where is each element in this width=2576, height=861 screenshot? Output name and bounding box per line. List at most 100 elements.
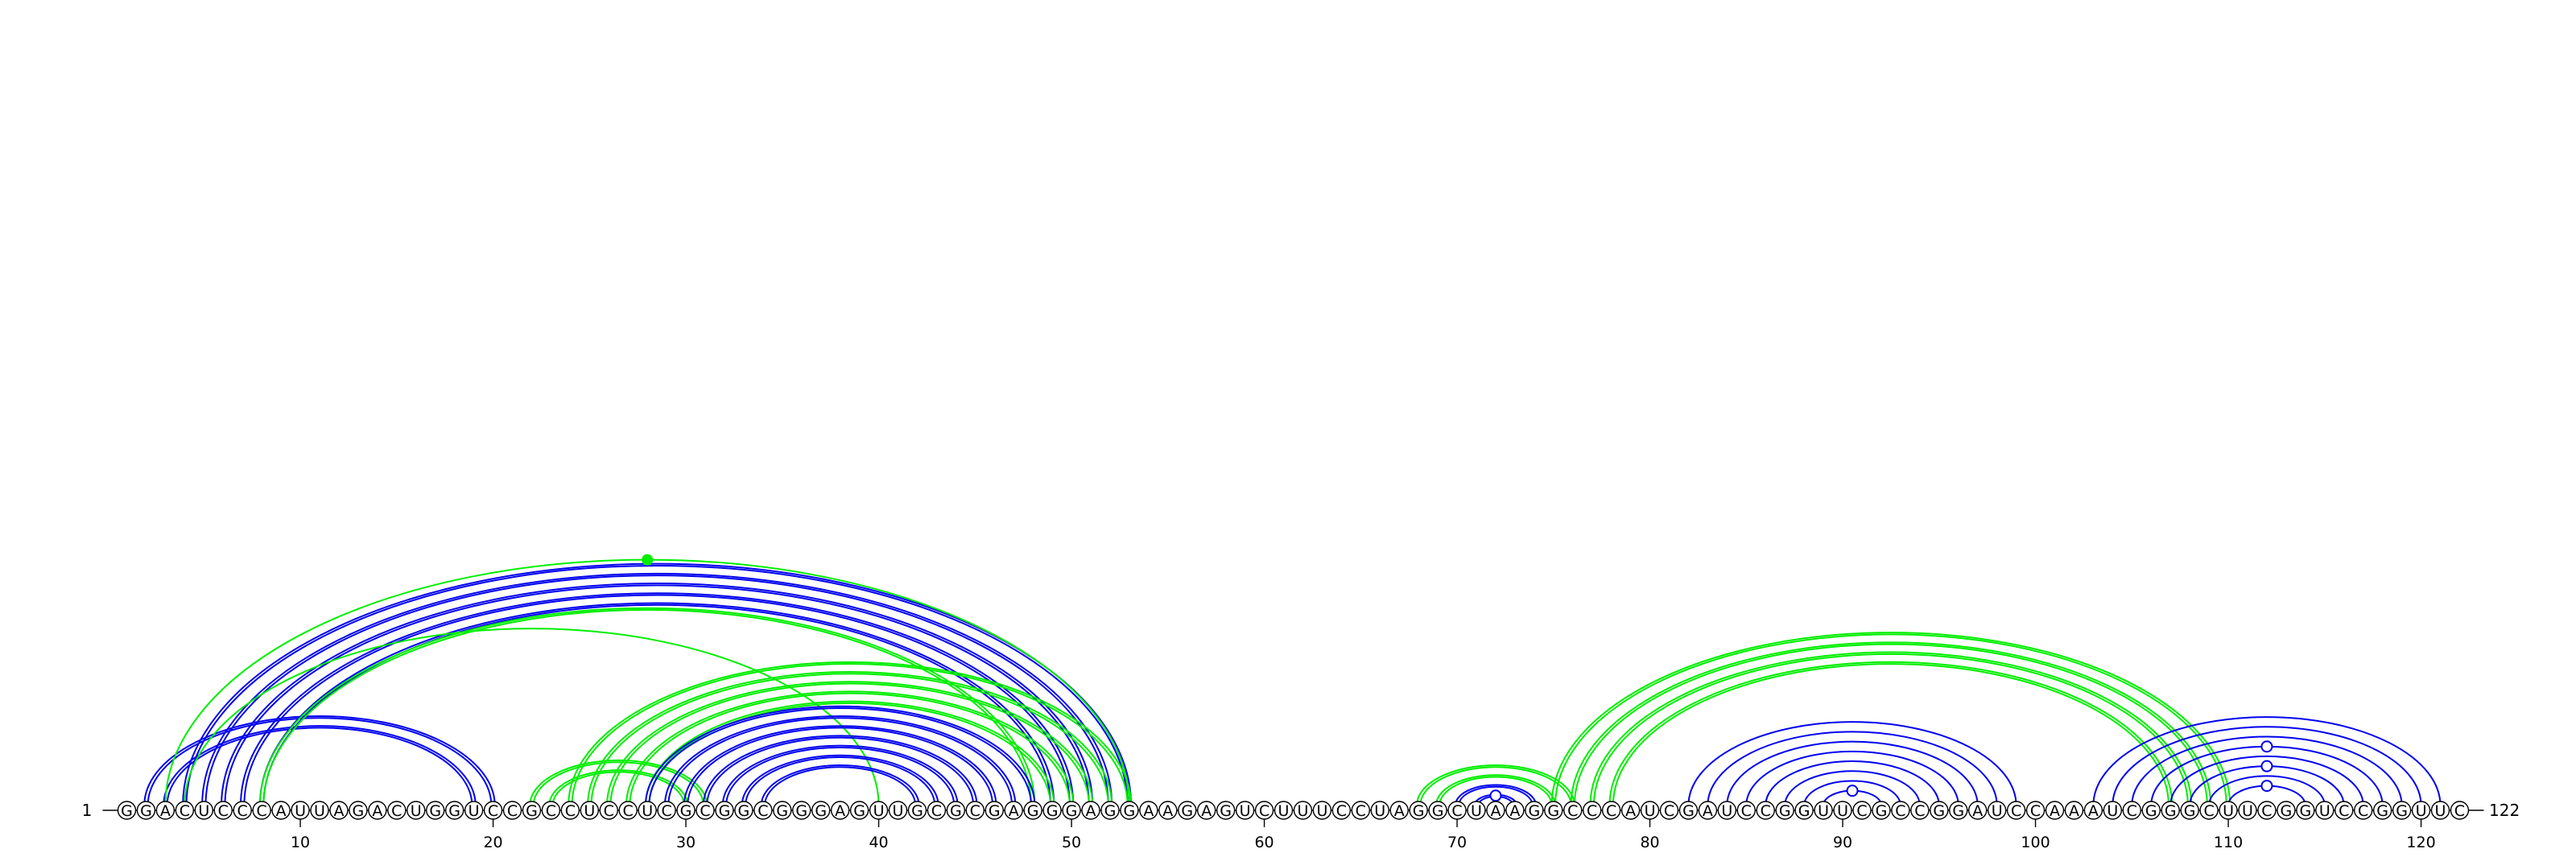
nucleotide-105: C: [2127, 802, 2137, 820]
arc-green-27-50-0: [625, 690, 1075, 806]
nucleotide-2-circle: [136, 801, 156, 820]
loop-dot-9-0: [1489, 789, 1502, 802]
nucleotide-67: A: [1394, 802, 1405, 820]
tick-label-100: 100: [2021, 834, 2050, 851]
nucleotide-31-circle: [696, 801, 715, 820]
nucleotide-23: C: [546, 802, 556, 820]
nucleotide-102: A: [2069, 802, 2079, 820]
arc-green-69-75-0: [1435, 774, 1556, 806]
nucleotide-10: U: [295, 802, 306, 820]
nucleotide-101: A: [2050, 802, 2060, 820]
nucleotide-71: U: [1471, 802, 1482, 820]
arc-green-68-76-0: [1415, 764, 1575, 806]
nucleotide-99-circle: [2006, 801, 2026, 820]
nucleotide-114: G: [2299, 802, 2311, 820]
arc-blue-4-53-1: [185, 564, 1129, 806]
nucleotide-54: A: [1143, 802, 1154, 820]
nucleotide-60: C: [1259, 802, 1269, 820]
nucleotide-70: C: [1451, 802, 1462, 820]
arc-green-23-30-1: [551, 771, 685, 806]
arc-blue-3-19-0: [163, 725, 477, 806]
nucleotide-98-circle: [1987, 801, 2007, 820]
nucleotide-26-circle: [599, 801, 618, 820]
nucleotide-83: A: [1703, 802, 1713, 820]
nucleotide-34: C: [758, 802, 768, 820]
nucleotide-113: G: [2281, 802, 2293, 820]
nucleotide-56: G: [1181, 802, 1193, 820]
nucleotide-51-circle: [1081, 801, 1100, 820]
tick-label-80: 80: [1640, 834, 1659, 851]
nucleotide-5-circle: [194, 801, 214, 820]
nucleotide-45: C: [970, 802, 980, 820]
arc-blue-107-117: [2169, 755, 2364, 806]
nucleotide-83-circle: [1698, 801, 1718, 820]
arc-blue-7-50-0: [240, 592, 1075, 806]
nucleotide-24: C: [565, 802, 576, 820]
arc-blue-85-96: [1745, 750, 1959, 806]
arc-blue-32-44-1: [725, 746, 956, 806]
nucleotide-9-circle: [271, 801, 291, 820]
nucleotide-92-circle: [1872, 801, 1891, 820]
nucleotide-109: C: [2203, 802, 2214, 820]
arc-blue-70-74-0: [1454, 784, 1538, 806]
nucleotide-68-circle: [1409, 801, 1428, 820]
nucleotide-53-circle: [1120, 801, 1139, 820]
start-label: 1: [82, 801, 93, 820]
nucleotide-67-circle: [1389, 801, 1409, 820]
nucleotide-14-circle: [368, 801, 387, 820]
nucleotide-78-circle: [1601, 801, 1621, 820]
nucleotide-120: U: [2416, 802, 2427, 820]
nucleotide-29-circle: [657, 801, 676, 820]
nucleotide-33: G: [738, 802, 750, 820]
arc-blue-5-52-0: [201, 572, 1113, 806]
nucleotide-22-circle: [522, 801, 542, 820]
arc-blue-32-44-0: [721, 744, 959, 806]
nucleotide-77-circle: [1582, 801, 1602, 820]
nucleotide-28-circle: [638, 801, 657, 820]
nucleotide-8-circle: [252, 801, 271, 820]
arc-green-77-108-0: [1589, 651, 2193, 806]
arc-green-8-48-0: [258, 607, 1036, 806]
nucleotide-42: G: [911, 802, 923, 820]
arc-green-75-110-0: [1550, 632, 2231, 806]
nucleotide-35: G: [776, 802, 788, 820]
nucleotide-24-circle: [560, 801, 580, 820]
nucleotide-109-circle: [2199, 801, 2219, 820]
nucleotide-37: G: [815, 802, 827, 820]
nucleotide-117: C: [2358, 802, 2368, 820]
nucleotide-73: A: [1509, 802, 1520, 820]
arc-green-22-31-0: [529, 759, 708, 806]
nucleotide-118-circle: [2372, 801, 2392, 820]
nucleotide-3-circle: [155, 801, 175, 820]
nucleotide-93-circle: [1891, 801, 1910, 820]
nucleotide-42-circle: [907, 801, 927, 820]
arc-blue-2-20-0: [143, 715, 496, 806]
nucleotide-53: G: [1124, 802, 1136, 820]
arc-blue-104-120: [2112, 726, 2422, 806]
arc-blue-28-48-1: [648, 707, 1032, 806]
nucleotide-6: C: [218, 802, 229, 820]
nucleotide-94: C: [1914, 802, 1925, 820]
nucleotide-112: C: [2261, 802, 2272, 820]
nucleotide-112-circle: [2257, 801, 2277, 820]
nucleotide-96: G: [1952, 802, 1964, 820]
arc-green-24-53-0: [568, 661, 1133, 806]
nucleotide-75-circle: [1544, 801, 1563, 820]
nucleotide-115-circle: [2315, 801, 2334, 820]
nucleotide-81-circle: [1659, 801, 1679, 820]
nucleotide-119-circle: [2392, 801, 2412, 820]
nucleotide-71-circle: [1467, 801, 1486, 820]
nucleotide-104-circle: [2103, 801, 2123, 820]
nucleotide-95: G: [1933, 802, 1945, 820]
arc-blue-8-49-0: [258, 602, 1055, 806]
nucleotide-7-circle: [233, 801, 252, 820]
arc-blue-31-45-0: [702, 735, 978, 806]
nucleotide-55: A: [1162, 802, 1173, 820]
nucleotide-8: C: [257, 802, 267, 820]
nucleotide-108-circle: [2180, 801, 2199, 820]
nucleotide-62: U: [1297, 802, 1308, 820]
nucleotide-61: U: [1278, 802, 1290, 820]
arc-green-22-31-1: [532, 761, 704, 806]
nucleotide-58-circle: [1216, 801, 1236, 820]
